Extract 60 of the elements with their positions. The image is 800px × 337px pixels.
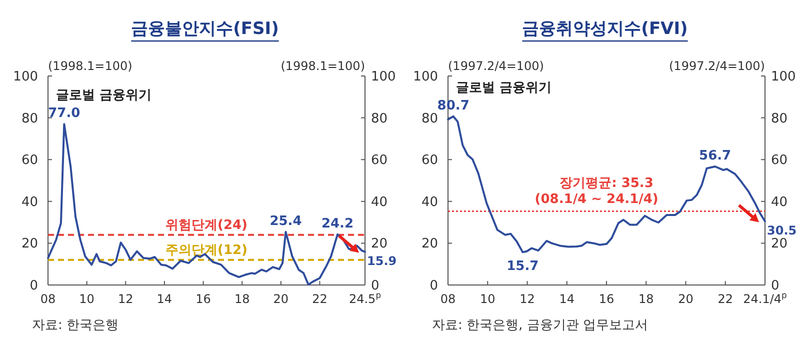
- y-tick-label: 20: [21, 236, 38, 252]
- x-tick-label: 10: [79, 292, 94, 306]
- x-tick-label: 16: [196, 292, 211, 306]
- x-tick-label: 20: [273, 292, 289, 306]
- y-axis-title: (1997.2/4=100): [448, 59, 544, 73]
- y-tick-label: 0: [430, 278, 438, 294]
- x-tick-label: 22: [312, 292, 328, 306]
- x-tick-label: 22: [718, 292, 734, 306]
- y-axis-title: (1998.1=100): [48, 59, 132, 73]
- line-series: [447, 115, 766, 254]
- x-tick-label: 16: [598, 292, 614, 306]
- y-tick-label: 60: [21, 153, 38, 168]
- text: 자료: 한국은행: [32, 318, 119, 333]
- y-tick-label: 60: [421, 153, 438, 168]
- x-tick-label: 20: [678, 292, 694, 306]
- y2-tick-label: 60: [771, 153, 788, 168]
- annotation: 15.7: [506, 259, 539, 274]
- x-tick-label: 10: [480, 292, 496, 306]
- annotation: 글로벌 금융위기: [456, 80, 552, 96]
- annotation: 25.4: [270, 214, 302, 229]
- ref-line-label: 주의단계(12): [166, 242, 248, 258]
- y2-axis-title: (1997.2/4=100): [669, 59, 765, 73]
- y2-tick-label: 60: [371, 153, 388, 168]
- y2-tick-label: 80: [371, 111, 388, 126]
- y2-tick-label: 100: [371, 70, 396, 84]
- annotation: 30.5: [767, 223, 797, 238]
- annotation: 56.7: [699, 148, 732, 164]
- annotation: (08.1/4 ~ 24.1/4): [534, 192, 658, 208]
- x-tick-label: 14: [559, 292, 575, 306]
- y-tick-label: 20: [421, 236, 438, 252]
- x-tick-label: 18: [234, 292, 250, 306]
- y-tick-label: 100: [413, 70, 438, 84]
- y2-tick-label: 40: [771, 194, 788, 210]
- y-tick-label: 40: [421, 194, 438, 210]
- x-tick-label: 08: [440, 292, 456, 306]
- y2-tick-label: 20: [371, 236, 388, 252]
- annotation: 77.0: [48, 106, 80, 122]
- y-tick-label: 80: [421, 111, 438, 126]
- x-tick-label: 14: [156, 292, 172, 306]
- y2-tick-label: 40: [371, 194, 388, 210]
- y-tick-label: 40: [21, 194, 38, 210]
- y-tick-label: 80: [21, 111, 38, 126]
- y-tick-label: 100: [13, 70, 38, 84]
- y2-axis-title: (1998.1=100): [280, 59, 365, 73]
- y-tick-label: 0: [30, 278, 38, 294]
- chart-title: 금융취약성지수(FVI): [522, 19, 688, 39]
- annotation: 24.2: [321, 216, 354, 232]
- x-tick-label: 12: [520, 292, 535, 306]
- x-tick-label: 12: [118, 292, 134, 306]
- y2-tick-label: 80: [771, 111, 788, 126]
- chart-title: 금융불안지수(FSI): [131, 19, 279, 39]
- annotation: 글로벌 금융위기: [56, 88, 152, 104]
- y2-tick-label: 100: [771, 70, 796, 84]
- x-tick-label: 08: [40, 292, 56, 306]
- ref-line-label: 장기평균: 35.3: [560, 176, 654, 192]
- y2-tick-label: 20: [771, 236, 788, 252]
- text: 자료: 한국은행, 금융기관 업무보고서: [432, 318, 648, 333]
- ref-line-label: 위험단계(24): [166, 218, 248, 233]
- x-tick-label: 18: [638, 292, 654, 306]
- annotation: 15.9: [367, 254, 397, 268]
